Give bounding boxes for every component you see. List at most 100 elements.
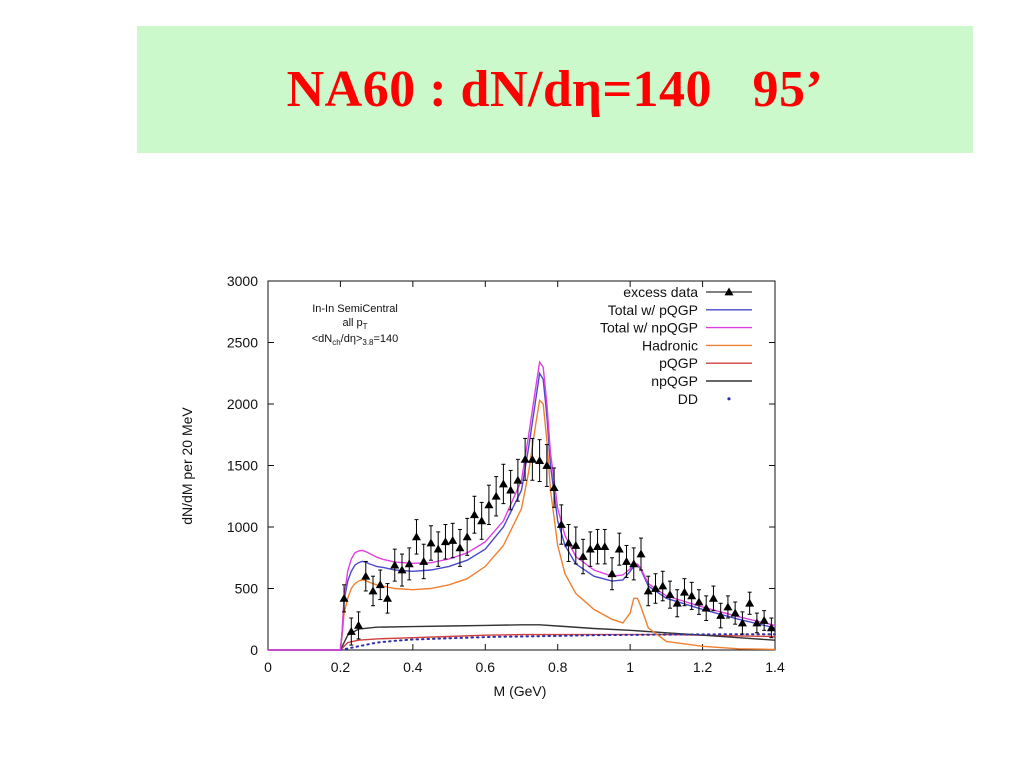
data-point xyxy=(433,531,443,567)
data-point xyxy=(469,495,479,534)
data-triangle xyxy=(477,516,487,525)
data-point xyxy=(361,560,371,592)
data-triangle xyxy=(426,538,436,547)
data-point xyxy=(339,584,349,613)
data-triangle xyxy=(498,479,508,488)
data-point xyxy=(535,439,545,482)
data-point xyxy=(491,476,501,517)
data-point xyxy=(484,484,494,526)
data-triangle xyxy=(527,454,537,463)
annotation-line-3: <dNch/dη>3.8=140 xyxy=(312,333,399,347)
data-triangle xyxy=(469,510,479,519)
data-point xyxy=(694,589,704,615)
data-triangle xyxy=(361,571,371,580)
legend-label: Total w/ npQGP xyxy=(600,320,698,336)
data-point xyxy=(708,585,718,612)
data-point xyxy=(448,522,458,559)
data-triangle xyxy=(411,532,421,541)
data-point xyxy=(723,595,733,619)
data-triangle xyxy=(556,520,566,528)
series-npqgp-line xyxy=(268,624,776,651)
data-triangle xyxy=(650,584,660,592)
data-triangle xyxy=(535,456,545,464)
legend-label: pQGP xyxy=(659,355,698,371)
data-triangle xyxy=(390,560,400,569)
data-point xyxy=(752,612,762,634)
data-triangle xyxy=(455,543,465,552)
title-banner: NA60 : dN/dη=140 95’ xyxy=(137,26,973,153)
data-triangle xyxy=(484,500,494,509)
data-triangle xyxy=(679,587,689,596)
x-axis: 0 0.2 0.4 0.6 0.8 1 1.2 1.4 xyxy=(264,281,785,675)
data-triangle xyxy=(737,618,747,627)
data-triangle xyxy=(752,618,762,627)
data-point xyxy=(462,517,472,556)
legend-entry: Hadronic xyxy=(642,337,752,353)
data-point xyxy=(513,458,523,502)
data-triangle xyxy=(404,559,414,568)
data-point xyxy=(527,437,537,481)
legend-entry: Total w/ pQGP xyxy=(608,302,752,318)
data-point xyxy=(506,469,516,511)
data-point xyxy=(397,553,407,587)
data-point xyxy=(658,570,668,602)
legend-swatch xyxy=(727,397,731,401)
data-point xyxy=(679,578,689,607)
y-tick-label: 1500 xyxy=(227,458,258,474)
data-triangle xyxy=(672,598,682,607)
data-point xyxy=(737,611,747,635)
series-hadronic-line xyxy=(268,398,776,651)
data-triangle xyxy=(520,454,530,463)
data-triangle xyxy=(339,593,349,602)
data-triangle xyxy=(491,491,501,500)
data-point xyxy=(419,543,429,580)
legend-marker xyxy=(724,287,734,296)
data-point xyxy=(354,611,364,640)
legend-entry: excess data xyxy=(623,284,752,300)
y-axis-title: dN/dM per 20 MeV xyxy=(179,407,195,525)
data-point xyxy=(672,589,682,618)
annotation-line-2: all pT xyxy=(342,317,367,331)
data-triangle xyxy=(506,485,516,494)
data-point xyxy=(730,601,740,625)
data-point xyxy=(759,610,769,631)
data-point xyxy=(542,444,552,487)
data-point xyxy=(346,617,356,646)
data-triangle xyxy=(375,580,385,589)
data-triangle xyxy=(346,627,356,635)
y-tick-label: 2000 xyxy=(227,396,258,412)
data-point xyxy=(607,557,617,591)
legend-entry: npQGP xyxy=(651,373,752,389)
data-triangle xyxy=(614,544,624,553)
data-point xyxy=(477,501,487,540)
data-point xyxy=(368,575,378,607)
data-triangle xyxy=(593,542,603,551)
data-triangle xyxy=(745,598,755,607)
data-triangle xyxy=(687,591,697,600)
y-tick-label: 500 xyxy=(235,581,259,597)
x-tick-label: 0.8 xyxy=(548,659,568,675)
data-point xyxy=(390,548,400,582)
data-triangle xyxy=(448,536,458,544)
series-dd-line xyxy=(339,633,776,651)
data-triangle xyxy=(462,532,472,541)
legend: excess data Total w/ pQGP Total w/ npQGPHa… xyxy=(600,284,752,407)
x-tick-label: 0.2 xyxy=(331,659,351,675)
data-triangle xyxy=(354,620,364,629)
data-triangle xyxy=(629,559,639,568)
data-point xyxy=(701,595,711,621)
data-point xyxy=(564,524,574,562)
data-triangle xyxy=(600,542,610,551)
data-triangle xyxy=(730,608,740,617)
legend-label: excess data xyxy=(623,284,698,300)
data-point xyxy=(556,504,566,545)
data-point xyxy=(404,547,414,581)
data-triangle xyxy=(658,581,668,590)
data-point xyxy=(498,463,508,505)
x-tick-label: 0.6 xyxy=(476,659,496,675)
data-triangle xyxy=(440,537,450,546)
data-point xyxy=(585,531,595,567)
data-triangle xyxy=(759,615,769,624)
x-tick-label: 1.4 xyxy=(765,659,785,675)
